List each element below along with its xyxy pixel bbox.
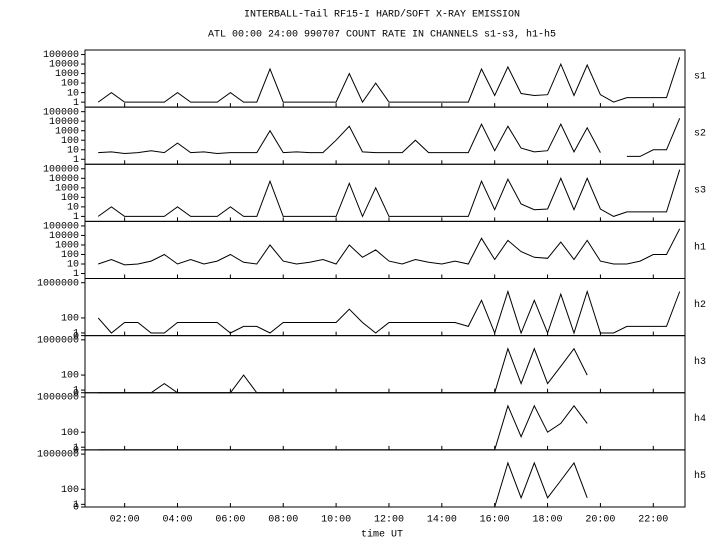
y-tick-label: 1 — [73, 443, 79, 454]
trace — [97, 289, 681, 335]
panel-label: s2 — [694, 128, 706, 139]
y-tick-label: 1 — [73, 500, 79, 511]
y-tick-label: 100 — [61, 314, 79, 325]
trace — [98, 118, 681, 157]
panel-frame — [84, 335, 686, 394]
y-tick-label: 0 — [73, 503, 79, 514]
panel-frame — [84, 106, 686, 165]
y-tick-label: 100000 — [43, 50, 79, 61]
y-tick-label: 1000000 — [37, 393, 79, 404]
x-tick-label: 10:00 — [321, 515, 351, 526]
y-tick-label: 100 — [61, 250, 79, 261]
y-tick-label: 100000 — [43, 164, 79, 175]
chart-title: INTERBALL-Tail RF15-I HARD/SOFT X-RAY EM… — [244, 9, 520, 21]
x-tick-label: 22:00 — [638, 515, 668, 526]
y-tick-label: 100 — [61, 485, 79, 496]
x-axis-label: time UT — [361, 529, 403, 541]
y-tick-label: 100 — [61, 371, 79, 382]
y-tick-label: 1 — [73, 212, 79, 223]
y-tick-label: 10 — [67, 260, 79, 271]
y-tick-label: 100 — [61, 79, 79, 90]
x-tick-label: 18:00 — [533, 515, 563, 526]
y-tick-label: 10 — [67, 203, 79, 214]
y-tick-label: 10000 — [49, 174, 79, 185]
panel-label: h2 — [694, 299, 706, 311]
y-tick-label: 0 — [73, 446, 79, 457]
trace — [97, 57, 681, 104]
panel-label: h1 — [694, 242, 706, 254]
y-tick-label: 100000 — [43, 107, 79, 118]
trace — [98, 406, 680, 450]
y-tick-label: 100000 — [43, 222, 79, 233]
y-tick-label: 1 — [73, 155, 79, 166]
y-tick-label: 100 — [61, 136, 79, 147]
y-tick-label: 10000 — [49, 60, 79, 71]
trace — [98, 228, 681, 266]
y-tick-label: 1000 — [55, 69, 79, 80]
trace — [98, 349, 680, 393]
panel-label: h5 — [694, 470, 706, 482]
y-tick-label: 1000 — [55, 241, 79, 252]
panel-label: h4 — [694, 413, 706, 425]
y-tick-label: 10 — [67, 145, 79, 156]
panel-label: s1 — [694, 71, 706, 82]
y-tick-label: 1000000 — [37, 278, 79, 289]
panel-frame — [84, 449, 686, 508]
panel-frame — [84, 163, 686, 222]
x-tick-label: 12:00 — [374, 515, 404, 526]
y-tick-label: 100 — [61, 193, 79, 204]
x-tick-label: 14:00 — [427, 515, 457, 526]
trace — [97, 169, 681, 218]
panel-frame — [84, 220, 686, 279]
y-tick-label: 1000 — [55, 126, 79, 137]
panel-frame — [84, 392, 686, 451]
x-tick-label: 04:00 — [163, 515, 193, 526]
x-tick-label: 16:00 — [480, 515, 510, 526]
y-tick-label: 10000 — [49, 117, 79, 128]
x-tick-label: 06:00 — [215, 515, 245, 526]
y-tick-label: 10000 — [49, 231, 79, 242]
x-tick-label: 08:00 — [268, 515, 298, 526]
y-tick-label: 0 — [73, 388, 79, 399]
x-tick-label: 02:00 — [110, 515, 140, 526]
trace — [98, 463, 680, 507]
y-tick-label: 1000000 — [37, 335, 79, 346]
y-tick-label: 1 — [73, 269, 79, 280]
y-tick-label: 100 — [61, 428, 79, 439]
y-tick-label: 1000 — [55, 183, 79, 194]
y-tick-label: 1000000 — [37, 450, 79, 461]
y-tick-label: 10 — [67, 88, 79, 99]
panel-label: s3 — [694, 186, 706, 197]
panel-frame — [84, 278, 686, 337]
chart-subtitle: ATL 00:00 24:00 990707 COUNT RATE IN CHA… — [208, 29, 556, 41]
y-tick-label: 1 — [73, 98, 79, 109]
panel-frame — [84, 49, 686, 108]
y-tick-label: 1 — [73, 386, 79, 397]
panel-label: h3 — [694, 356, 706, 368]
y-tick-label: 1 — [73, 329, 79, 340]
x-tick-label: 20:00 — [585, 515, 615, 526]
y-tick-label: 0 — [73, 331, 79, 342]
